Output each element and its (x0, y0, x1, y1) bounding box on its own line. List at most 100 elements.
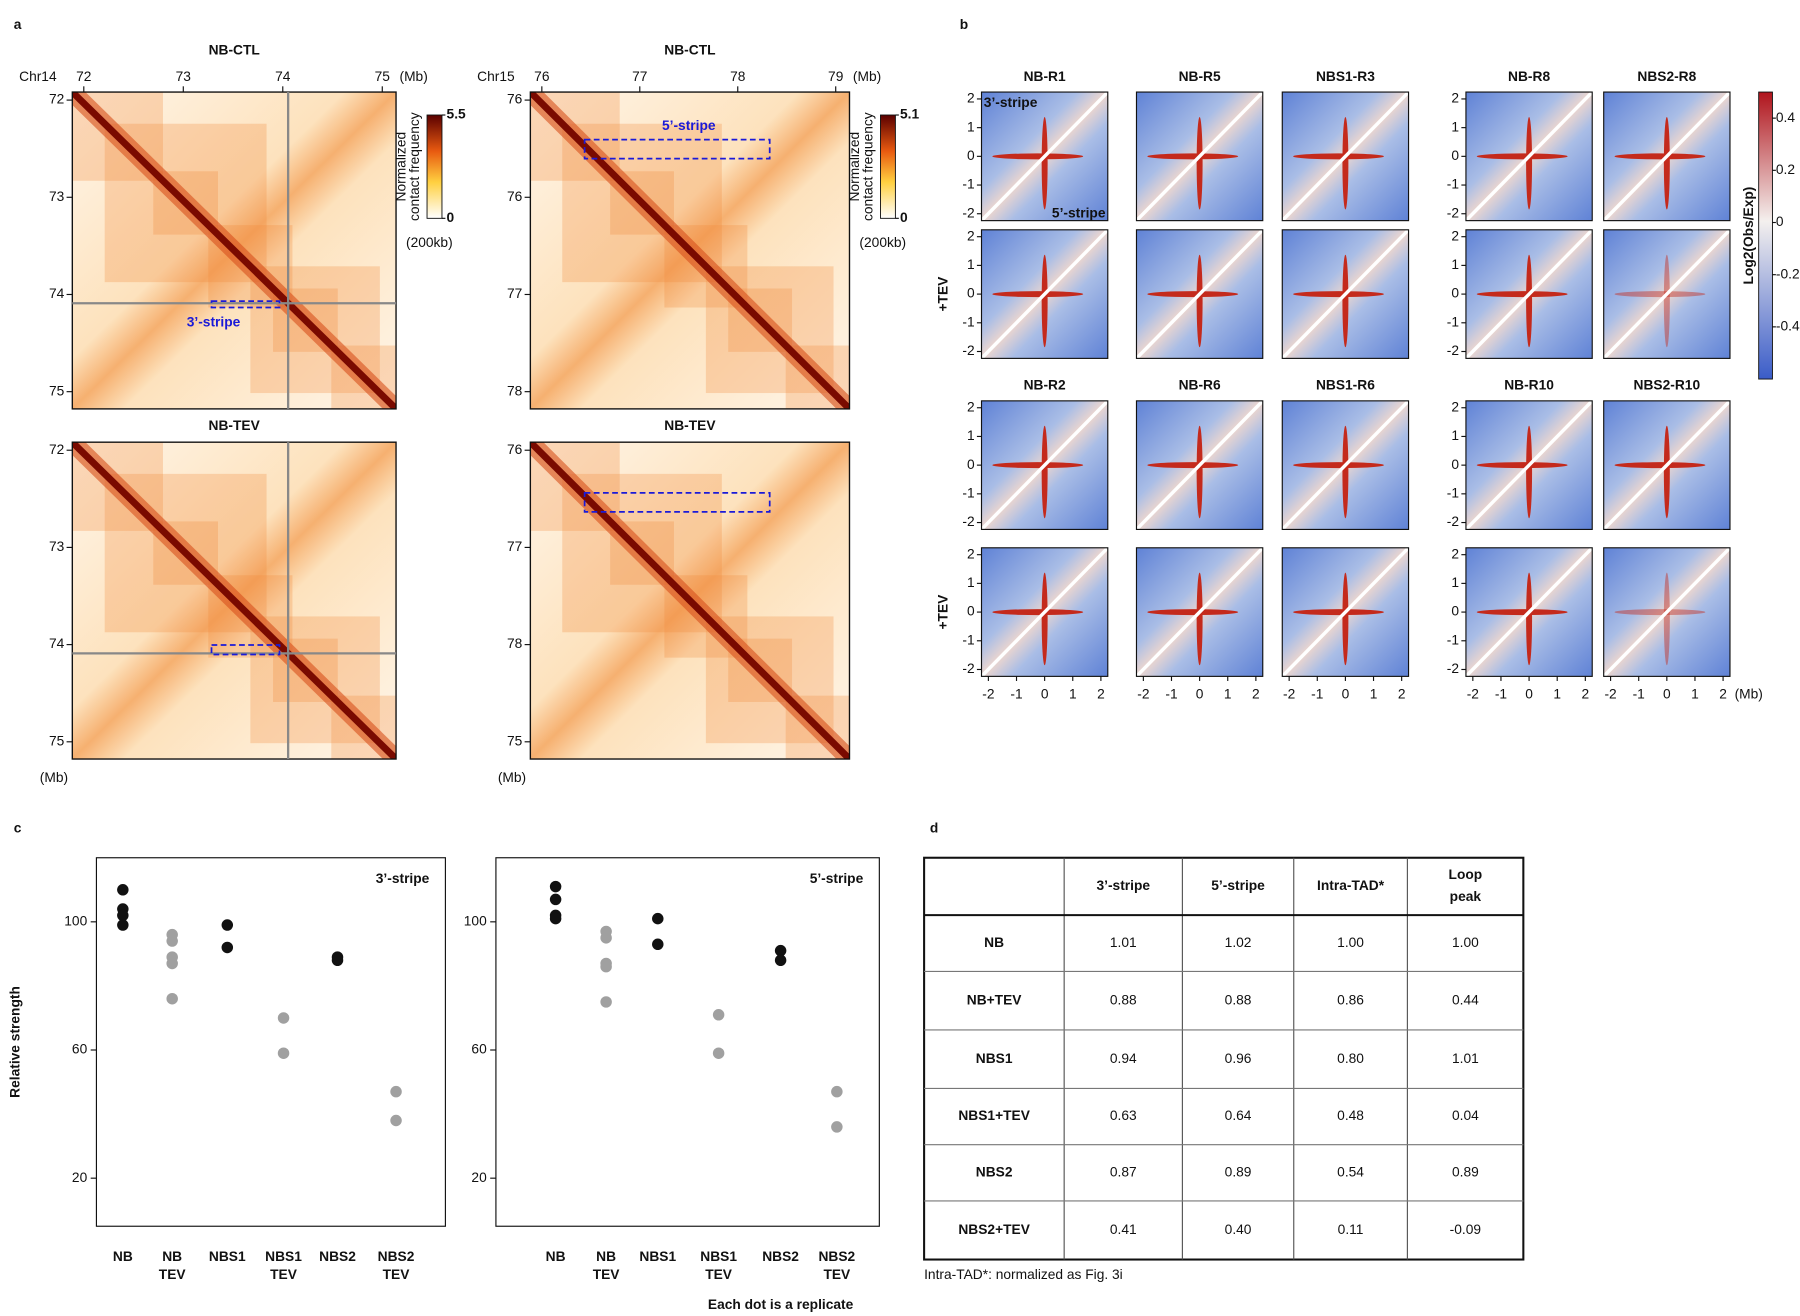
table-cell: 0.88 (1110, 992, 1137, 1007)
y-tick-label: 1 (967, 575, 975, 590)
stripe-v (1342, 116, 1349, 210)
aggregate-title: NBS1-R3 (1316, 69, 1375, 84)
aggregate-plot (1281, 228, 1410, 360)
x-tick-label: 1 (1069, 686, 1077, 701)
x-tick-label: TEV (270, 1267, 298, 1282)
colorbar-label: Normalized (847, 132, 862, 202)
y-tick-label: 72 (49, 92, 64, 107)
y-tick-label: 73 (49, 189, 65, 204)
stripe-h (1147, 153, 1239, 160)
table-cell: 0.86 (1337, 992, 1364, 1007)
y-tick-label: -2 (962, 343, 974, 358)
stripe-box (583, 492, 771, 513)
replicate-dot (549, 912, 562, 925)
x-tick-label: NBS2 (378, 1249, 415, 1264)
aggregate-diagonal (980, 546, 1110, 678)
panel-label: a (14, 17, 22, 32)
colorbar-bin: (200kb) (406, 235, 453, 250)
stripe-h (992, 609, 1084, 616)
x-tick-label: 0 (1041, 686, 1049, 701)
colorbar-tick-label: 0 (900, 210, 908, 225)
aggregate-diagonal (1135, 90, 1264, 222)
table-cell: 0.89 (1452, 1165, 1479, 1180)
x-tick-label: 1 (1691, 686, 1699, 701)
table-frame (923, 856, 1525, 1261)
aggregate-plot (1464, 228, 1594, 360)
stripe-h (992, 153, 1084, 160)
stripe-v (1526, 572, 1533, 666)
aggregate-plot (1602, 90, 1732, 222)
x-tick-label: -1 (1633, 686, 1645, 701)
aggregate-title: NB-R8 (1508, 69, 1550, 84)
diagonal (530, 92, 850, 409)
replicate-dot (600, 932, 612, 944)
diagonal (530, 442, 850, 760)
table-header: Intra-TAD* (1317, 878, 1385, 893)
aggregate-plot (1281, 90, 1410, 222)
x-tick-label: 72 (76, 69, 91, 84)
table-cell: 0.94 (1110, 1051, 1137, 1066)
x-tick-label: 2 (1252, 686, 1260, 701)
y-tick-label: -1 (1447, 632, 1459, 647)
plot-frame (495, 857, 880, 1227)
y-tick-label: 75 (49, 383, 65, 398)
y-tick-label: 74 (49, 286, 65, 301)
diagonal (72, 92, 397, 409)
heatmap-title: NB-TEV (664, 418, 716, 433)
unit-label: (Mb) (399, 69, 427, 84)
row-label: +TEV (935, 276, 950, 312)
aggregate-frame (1281, 400, 1410, 531)
stripe-annotation: 5’-stripe (662, 118, 716, 133)
replicate-dot (166, 957, 178, 970)
table-header: Loop (1449, 867, 1483, 882)
row-label: NBS1 (976, 1051, 1013, 1066)
unit-label: (Mb) (853, 69, 881, 84)
y-tick-label: 0 (1451, 457, 1459, 472)
y-tick-label: 1 (1451, 119, 1459, 134)
x-tick-label: TEV (159, 1267, 187, 1282)
x-tick-label: 2 (1582, 686, 1590, 701)
colorbar-tick-label: -0.4 (1776, 319, 1800, 334)
y-tick-label: 60 (72, 1042, 88, 1057)
x-tick-label: 0 (1342, 686, 1350, 701)
y-tick-label: 2 (967, 91, 975, 106)
stripe-v (1041, 116, 1048, 210)
heatmap-frame (529, 91, 851, 410)
aggregate-title: NBS2-R10 (1634, 378, 1701, 393)
y-tick-label: 1 (1451, 428, 1459, 443)
x-tick-label: 79 (828, 69, 843, 84)
replicate-dot (221, 941, 234, 954)
heatmap-image (72, 92, 397, 409)
row-label: NBS2+TEV (958, 1222, 1030, 1237)
x-tick-label: 75 (375, 69, 391, 84)
stripe-v (1663, 572, 1670, 666)
y-tick-label: 2 (967, 228, 975, 243)
table-cell: 1.01 (1110, 935, 1137, 950)
y-tick-label: 0 (967, 457, 975, 472)
plot-title: 3’-stripe (376, 871, 430, 886)
aggregate-plot (1135, 228, 1264, 360)
x-tick-label: 0 (1525, 686, 1533, 701)
aggregate-diagonal (1464, 90, 1594, 222)
table-header: peak (1450, 889, 1482, 904)
stripe-v (1663, 425, 1670, 519)
stripe-v (1041, 572, 1048, 666)
aggregate-plot (1135, 546, 1264, 678)
colorbar-label: contact frequency (407, 112, 422, 221)
y-tick-label: 74 (49, 636, 65, 651)
aggregate-title: NB-R2 (1024, 378, 1066, 393)
y-tick-label: 0 (967, 286, 975, 301)
aggregate-diagonal (1464, 546, 1594, 678)
replicate-dot (600, 960, 612, 973)
aggregate-plot (1602, 399, 1732, 531)
stripe-h (1147, 291, 1239, 298)
replicate-dot (774, 944, 787, 957)
y-tick-label: -1 (1447, 314, 1459, 329)
heatmap-image (530, 442, 850, 760)
x-tick-label: 73 (176, 69, 192, 84)
aggregate-diagonal (1135, 228, 1264, 360)
colorbar-tick-label: 0.4 (1776, 110, 1795, 125)
stripe-h (1147, 609, 1239, 616)
replicate-dot (166, 935, 178, 947)
